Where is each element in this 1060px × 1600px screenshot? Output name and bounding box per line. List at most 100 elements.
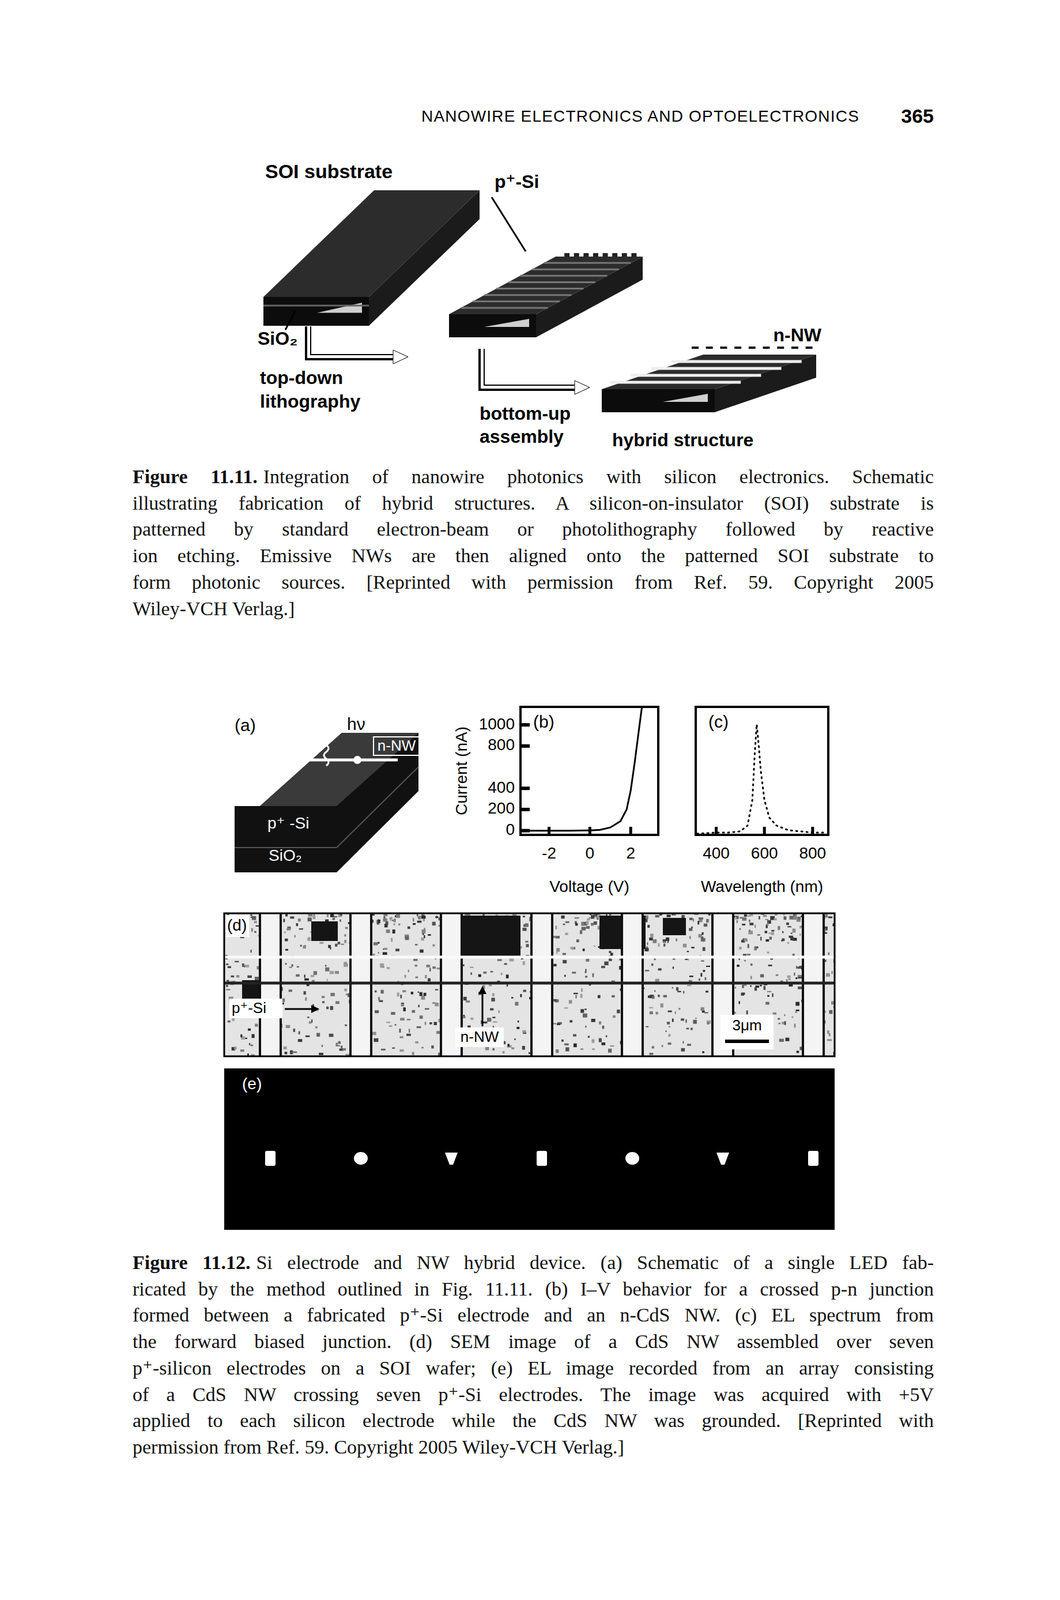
sem-speckle <box>573 992 579 994</box>
sem-speckle <box>797 974 803 979</box>
sem-speckle <box>791 1015 794 1018</box>
sem-speckle <box>492 1016 496 1018</box>
sem-speckle <box>492 1020 498 1022</box>
sem-speckle <box>798 976 802 979</box>
sem-speckle <box>738 946 742 950</box>
diagram-label: SiO₂ <box>257 327 298 349</box>
sem-speckle <box>251 928 254 932</box>
sem-speckle <box>427 978 431 982</box>
sem-speckle <box>612 1015 616 1018</box>
sem-speckle <box>507 1043 510 1047</box>
sem-speckle <box>421 915 426 919</box>
x-tick-label: -2 <box>541 843 557 862</box>
electrode-stripe <box>543 262 631 264</box>
sem-speckle <box>784 1013 786 1016</box>
sem-speckle <box>739 928 742 930</box>
sem-speckle <box>415 1040 419 1044</box>
electrode-edge <box>279 913 282 1056</box>
sem-speckle <box>689 936 692 939</box>
nanowire-end <box>719 346 727 349</box>
sem-speckle <box>586 920 590 924</box>
layer-boundary <box>336 766 419 848</box>
sem-speckle <box>285 1024 290 1028</box>
sem-speckle <box>672 1018 674 1022</box>
sem-frame <box>224 913 835 1056</box>
sem-speckle <box>401 1002 405 1006</box>
sem-speckle <box>250 1044 254 1047</box>
sem-speckle <box>285 948 289 951</box>
sem-speckle <box>649 1052 654 1055</box>
sem-speckle <box>797 916 801 920</box>
sem-speckle <box>689 917 693 920</box>
scale-bg <box>720 1014 774 1050</box>
sem-speckle <box>254 930 257 933</box>
sem-speckle <box>674 1011 677 1014</box>
sem-speckle <box>564 932 568 935</box>
sem-speckle <box>654 990 656 992</box>
sem-speckle <box>413 958 418 961</box>
sem-speckle <box>491 997 495 1002</box>
sem-speckle <box>750 975 753 980</box>
sem-speckle <box>824 915 828 918</box>
sem-speckle <box>419 915 422 920</box>
sem-speckle <box>389 917 394 920</box>
sem-speckle <box>298 1031 301 1035</box>
sem-speckle <box>579 929 583 934</box>
sem-speckle <box>678 1007 681 1010</box>
sem-speckle <box>700 1006 705 1011</box>
sem-speckle <box>754 987 757 991</box>
sem-speckle <box>703 923 708 927</box>
sem-speckle <box>575 994 577 999</box>
sem-speckle <box>661 1045 664 1048</box>
sem-speckle <box>234 1046 237 1050</box>
sem-speckle <box>744 938 748 942</box>
sem-speckle <box>799 933 801 936</box>
electrode-edge <box>530 913 533 1056</box>
sem-speckle <box>702 947 706 952</box>
sem-speckle <box>666 914 671 918</box>
sem-speckle <box>587 1035 590 1038</box>
sem-speckle <box>393 918 396 923</box>
sem-speckle <box>790 932 793 934</box>
sem-speckle <box>432 944 435 947</box>
sem-speckle <box>565 1046 569 1051</box>
sem-speckle <box>767 990 772 992</box>
sem-speckle <box>463 1015 466 1018</box>
sem-speckle <box>377 919 381 923</box>
sem-speckle <box>741 984 745 988</box>
sem-speckle <box>660 1002 664 1007</box>
electrode-stripe <box>508 281 596 284</box>
sem-speckle <box>687 984 692 986</box>
sem-speckle <box>591 1018 596 1022</box>
sem-speckle <box>410 991 414 995</box>
caption-text: Si electrode and NW hybrid device. (a) S… <box>255 1251 934 1273</box>
sem-speckle <box>604 961 609 966</box>
sem-speckle <box>779 1038 784 1042</box>
caption-line: Figure 11.11.Integration of nanowire pho… <box>132 463 934 490</box>
sem-speckle <box>598 1038 602 1043</box>
sem-speckle <box>783 915 787 920</box>
caption-label: Figure 11.11. <box>132 465 258 488</box>
electrode-stripe <box>519 274 607 277</box>
y-tick <box>520 722 530 727</box>
sem-speckle <box>304 997 307 1001</box>
sem-speckle <box>668 1025 671 1028</box>
x-tick-label: 400 <box>702 843 730 862</box>
oxide-layer <box>263 304 369 307</box>
sem-speckle <box>700 972 703 977</box>
sem-speckle <box>789 915 794 920</box>
sem-speckle <box>649 937 654 941</box>
scale-bar <box>725 1039 769 1043</box>
sem-speckle <box>662 940 667 943</box>
sem-speckle <box>591 1047 595 1050</box>
sem-speckle <box>746 1010 749 1015</box>
sem-speckle <box>771 929 775 932</box>
sem-speckle <box>736 919 739 923</box>
sem-speckle <box>427 933 431 936</box>
sem-speckle <box>757 934 761 936</box>
sem-speckle <box>318 1052 324 1055</box>
sem-speckle <box>741 992 746 995</box>
caption-line: form photonic sources. [Reprinted with p… <box>132 568 934 596</box>
sem-speckle <box>483 1021 488 1024</box>
sem-speckle <box>767 994 769 997</box>
